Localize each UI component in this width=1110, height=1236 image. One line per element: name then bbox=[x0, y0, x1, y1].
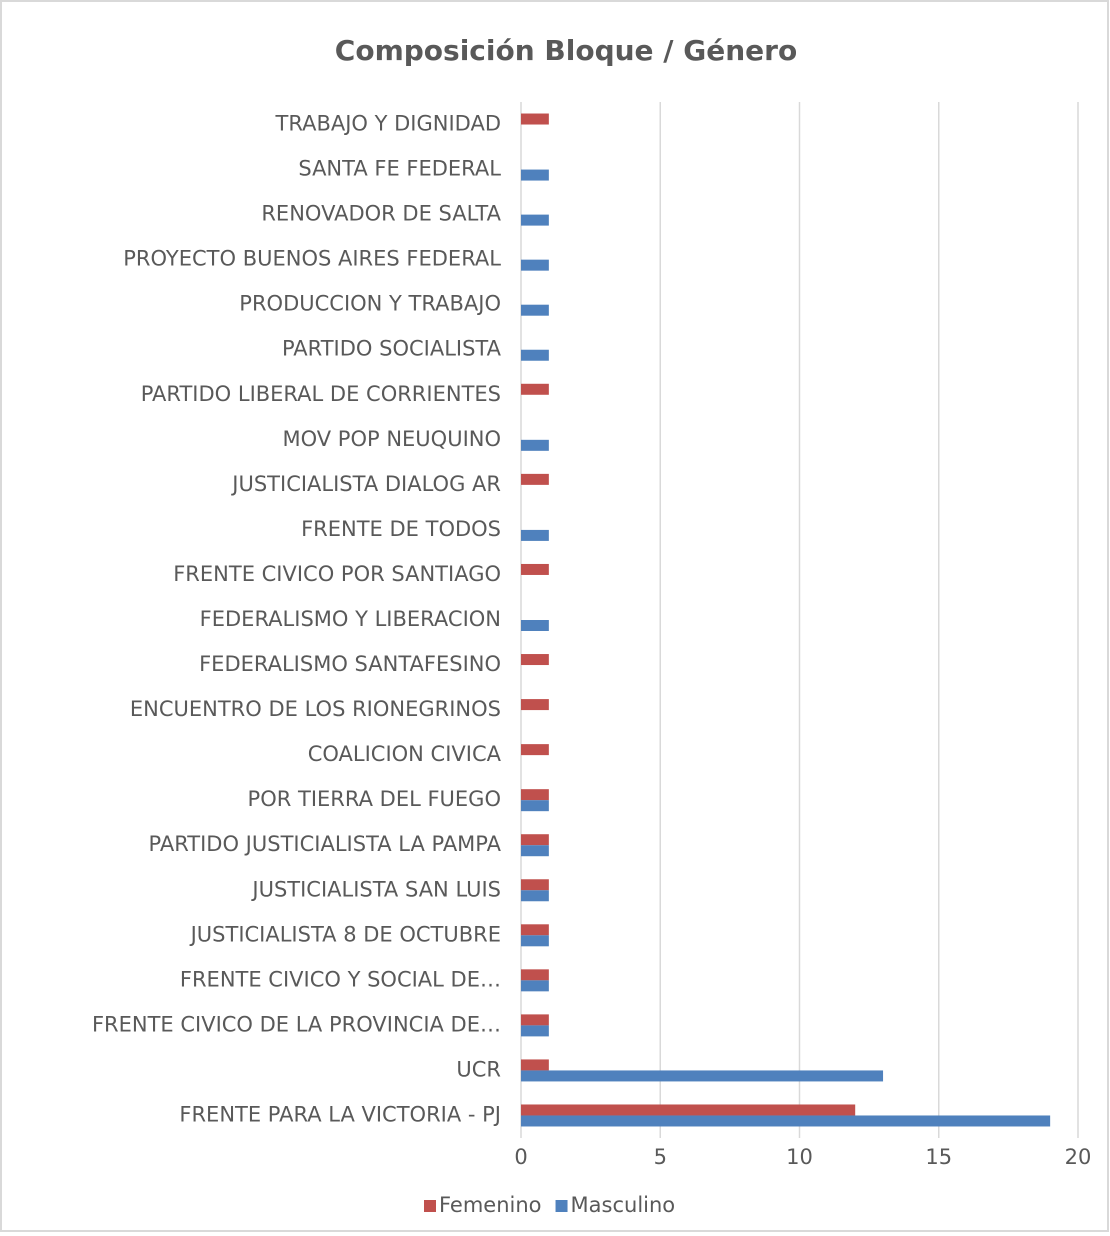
y-tick-label: FRENTE CIVICO POR SANTIAGO bbox=[173, 562, 501, 586]
y-tick-label: JUSTICIALISTA 8 DE OCTUBRE bbox=[189, 922, 501, 946]
y-tick-label: ENCUENTRO DE LOS RIONEGRINOS bbox=[130, 697, 501, 721]
y-tick-label: TRABAJO Y DIGNIDAD bbox=[275, 112, 501, 136]
bar bbox=[521, 1014, 549, 1026]
y-tick-label: JUSTICIALISTA DIALOG AR bbox=[230, 472, 501, 496]
bar bbox=[521, 439, 549, 451]
bar bbox=[521, 924, 549, 936]
x-tick-label: 5 bbox=[654, 1145, 667, 1169]
x-tick-label: 15 bbox=[925, 1145, 952, 1169]
y-tick-label: PRODUCCION Y TRABAJO bbox=[239, 292, 501, 316]
bar bbox=[521, 845, 549, 857]
bar bbox=[521, 969, 549, 981]
bar bbox=[521, 654, 549, 666]
y-tick-label: PROYECTO BUENOS AIRES FEDERAL bbox=[123, 247, 501, 271]
y-tick-label: PARTIDO JUSTICIALISTA LA PAMPA bbox=[149, 832, 502, 856]
x-tick-label: 0 bbox=[514, 1145, 527, 1169]
legend-swatch bbox=[424, 1200, 436, 1212]
y-tick-label: RENOVADOR DE SALTA bbox=[261, 202, 501, 226]
bar bbox=[521, 529, 549, 541]
bar bbox=[521, 800, 549, 812]
bar bbox=[521, 1025, 549, 1037]
bar bbox=[521, 935, 549, 947]
y-tick-label: FRENTE CIVICO DE LA PROVINCIA DE… bbox=[92, 1012, 501, 1036]
y-tick-label: JUSTICIALISTA SAN LUIS bbox=[250, 877, 501, 901]
bar bbox=[521, 304, 549, 316]
bar bbox=[521, 1070, 884, 1082]
bar bbox=[521, 789, 549, 801]
bar bbox=[521, 169, 549, 181]
y-tick-label: COALICION CIVICA bbox=[308, 742, 502, 766]
y-tick-label: FEDERALISMO Y LIBERACION bbox=[200, 607, 501, 631]
y-tick-label: POR TIERRA DEL FUEGO bbox=[248, 787, 501, 811]
bar bbox=[521, 744, 549, 756]
y-tick-label: UCR bbox=[456, 1057, 501, 1081]
y-tick-label: MOV POP NEUQUINO bbox=[282, 427, 501, 451]
y-tick-label: PARTIDO SOCIALISTA bbox=[282, 337, 502, 361]
bar bbox=[521, 473, 549, 485]
legend-swatch bbox=[555, 1200, 568, 1212]
bar bbox=[521, 980, 549, 992]
bar bbox=[521, 214, 549, 226]
legend-label: Femenino bbox=[439, 1193, 542, 1217]
bar bbox=[521, 620, 549, 631]
legend-label: Masculino bbox=[571, 1193, 676, 1217]
y-tick-label: PARTIDO LIBERAL DE CORRIENTES bbox=[141, 382, 501, 406]
bar bbox=[521, 1104, 856, 1116]
bar bbox=[521, 834, 549, 846]
bar bbox=[521, 259, 549, 271]
bar bbox=[521, 563, 549, 575]
bar bbox=[521, 890, 549, 902]
y-tick-label: FEDERALISMO SANTAFESINO bbox=[199, 652, 501, 676]
y-tick-label: SANTA FE FEDERAL bbox=[298, 157, 501, 181]
chart-title: Composición Bloque / Género bbox=[335, 34, 797, 67]
y-tick-label: FRENTE CIVICO Y SOCIAL DE… bbox=[180, 967, 501, 991]
bar bbox=[521, 113, 549, 125]
x-tick-label: 20 bbox=[1065, 1145, 1092, 1169]
bar bbox=[521, 879, 549, 891]
x-tick-label: 10 bbox=[786, 1145, 813, 1169]
y-tick-label: FRENTE PARA LA VICTORIA - PJ bbox=[179, 1102, 501, 1126]
bar bbox=[521, 383, 549, 395]
bar bbox=[521, 1059, 549, 1071]
bar bbox=[521, 349, 549, 361]
y-tick-label: FRENTE DE TODOS bbox=[301, 517, 501, 541]
bar bbox=[521, 699, 549, 711]
bar bbox=[521, 1115, 1051, 1127]
